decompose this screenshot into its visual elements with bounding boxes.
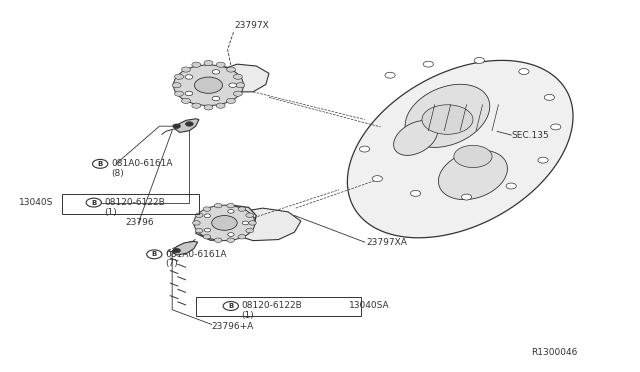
Text: (7): (7): [165, 259, 178, 268]
Circle shape: [372, 176, 383, 182]
Circle shape: [385, 72, 395, 78]
Circle shape: [422, 105, 473, 134]
Text: (8): (8): [111, 169, 124, 177]
Circle shape: [182, 67, 191, 72]
Circle shape: [216, 103, 225, 108]
Circle shape: [194, 205, 255, 241]
Circle shape: [147, 250, 162, 259]
Circle shape: [544, 94, 554, 100]
Polygon shape: [175, 119, 199, 132]
Circle shape: [172, 83, 181, 88]
Circle shape: [216, 62, 225, 67]
Circle shape: [204, 214, 211, 218]
Text: 23796+A: 23796+A: [212, 322, 254, 331]
Circle shape: [175, 74, 184, 79]
Circle shape: [236, 83, 245, 88]
Circle shape: [229, 83, 237, 87]
Circle shape: [212, 70, 220, 74]
Text: B: B: [97, 161, 103, 167]
Circle shape: [519, 68, 529, 74]
Text: 13040SA: 13040SA: [349, 301, 389, 311]
Text: 23796: 23796: [125, 218, 154, 227]
Circle shape: [186, 122, 193, 126]
Polygon shape: [196, 205, 256, 240]
Circle shape: [175, 91, 184, 96]
Circle shape: [173, 248, 180, 253]
Circle shape: [227, 98, 236, 103]
Circle shape: [185, 75, 193, 79]
Circle shape: [423, 61, 433, 67]
Circle shape: [234, 91, 243, 96]
Circle shape: [192, 62, 201, 67]
Text: 23797XA: 23797XA: [367, 238, 408, 247]
Text: 081A0-6161A: 081A0-6161A: [111, 159, 173, 169]
Text: 23797X: 23797X: [234, 21, 269, 30]
Text: B: B: [228, 303, 234, 309]
Circle shape: [212, 215, 237, 230]
Circle shape: [204, 61, 213, 65]
Circle shape: [212, 96, 220, 101]
Circle shape: [506, 183, 516, 189]
Circle shape: [86, 198, 101, 207]
Circle shape: [246, 213, 253, 218]
Polygon shape: [405, 84, 490, 147]
Text: 08120-6122B: 08120-6122B: [104, 198, 165, 207]
Circle shape: [182, 98, 191, 103]
Circle shape: [193, 221, 200, 225]
Circle shape: [228, 209, 234, 213]
Circle shape: [228, 232, 234, 236]
Polygon shape: [348, 60, 573, 238]
Circle shape: [173, 124, 180, 128]
Circle shape: [214, 203, 222, 208]
Circle shape: [238, 207, 246, 211]
Text: 13040S: 13040S: [19, 198, 54, 207]
Circle shape: [474, 58, 484, 63]
Text: (1): (1): [242, 311, 254, 320]
Text: B: B: [91, 200, 97, 206]
Polygon shape: [228, 208, 301, 241]
Circle shape: [227, 238, 234, 243]
Circle shape: [550, 124, 561, 130]
Circle shape: [185, 91, 193, 96]
Polygon shape: [438, 150, 508, 200]
Circle shape: [195, 77, 223, 93]
Circle shape: [234, 74, 243, 79]
Circle shape: [203, 207, 211, 211]
Text: R1300046: R1300046: [532, 349, 578, 357]
Circle shape: [410, 190, 420, 196]
Polygon shape: [394, 121, 438, 155]
Polygon shape: [209, 64, 269, 92]
Circle shape: [454, 145, 492, 167]
Circle shape: [214, 238, 222, 243]
Circle shape: [227, 203, 234, 208]
Circle shape: [204, 228, 211, 232]
Circle shape: [93, 160, 108, 168]
Text: B: B: [152, 251, 157, 257]
Circle shape: [223, 302, 239, 310]
Circle shape: [538, 157, 548, 163]
Circle shape: [238, 235, 246, 239]
Circle shape: [248, 221, 256, 225]
Polygon shape: [172, 241, 198, 255]
Circle shape: [203, 235, 211, 239]
Text: (1): (1): [104, 208, 117, 217]
Circle shape: [204, 105, 213, 110]
Circle shape: [246, 228, 253, 233]
Text: 08120-6122B: 08120-6122B: [242, 301, 302, 311]
Circle shape: [227, 67, 236, 72]
Circle shape: [173, 65, 244, 106]
Text: 081A0-6161A: 081A0-6161A: [165, 250, 227, 259]
Polygon shape: [183, 66, 237, 102]
Circle shape: [195, 228, 203, 233]
Circle shape: [360, 146, 370, 152]
Circle shape: [192, 103, 201, 108]
Circle shape: [243, 221, 248, 225]
Circle shape: [195, 213, 203, 218]
Circle shape: [461, 194, 472, 200]
Text: SEC.135: SEC.135: [511, 131, 549, 140]
